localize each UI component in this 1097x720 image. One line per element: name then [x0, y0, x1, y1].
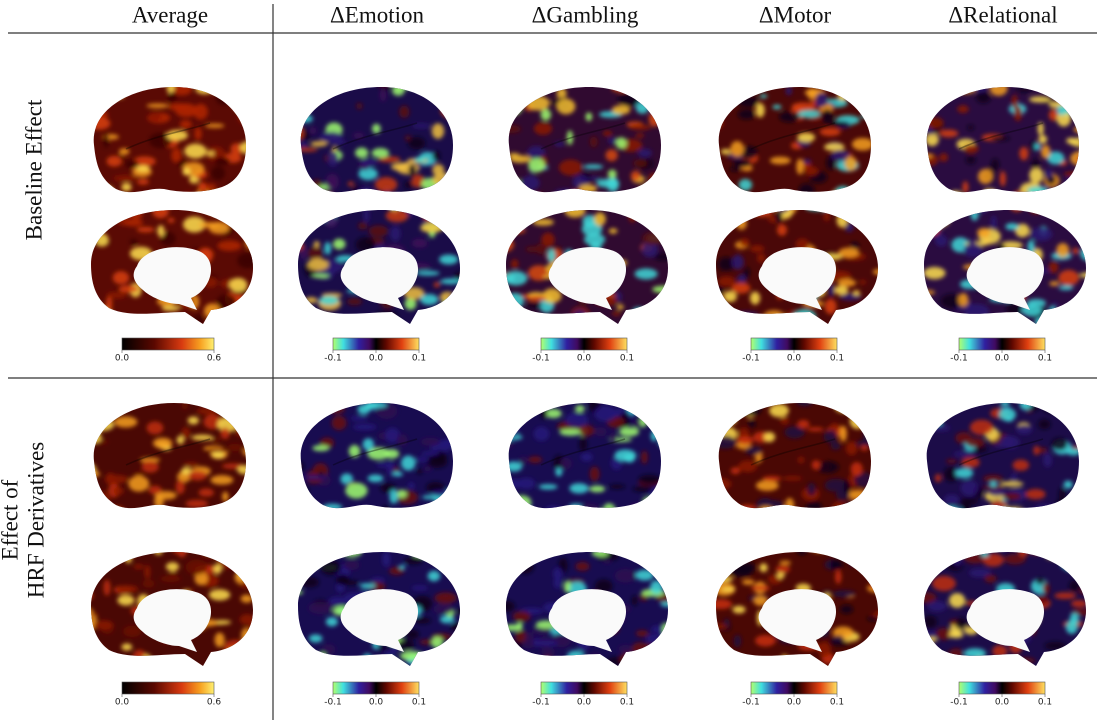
- brain-map: [506, 210, 668, 324]
- colorbar-label: -0.1: [950, 698, 968, 708]
- medial-wall: [133, 589, 212, 652]
- brain-map: [300, 403, 453, 509]
- sulcus: [750, 122, 836, 150]
- colorbar: [121, 681, 215, 695]
- colorbar: [540, 681, 628, 695]
- brain-map: [298, 552, 460, 666]
- brain-map: [926, 403, 1079, 509]
- sulcus: [540, 122, 626, 150]
- brain-map: [716, 210, 878, 324]
- brain-map: [718, 403, 871, 509]
- colorbar-label: 0.0: [369, 354, 384, 364]
- medial-wall: [758, 247, 837, 310]
- medial-wall: [758, 589, 837, 652]
- sulcus: [750, 438, 836, 466]
- brain-map: [91, 552, 253, 666]
- colorbar-label: 0.1: [1038, 354, 1052, 364]
- medial-wall: [966, 247, 1045, 310]
- colorbar: [121, 337, 215, 351]
- column-header: ΔRelational: [948, 2, 1057, 27]
- column-header: Average: [132, 2, 208, 27]
- colorbar-label: 0.0: [577, 354, 592, 364]
- colorbar-label: 0.0: [115, 698, 130, 708]
- brain-map: [91, 210, 253, 324]
- colorbar: [958, 681, 1046, 695]
- colorbar-label: -0.1: [742, 698, 760, 708]
- brain-map: [93, 87, 246, 193]
- colorbar-label: 0.0: [369, 698, 384, 708]
- column-header: ΔMotor: [759, 2, 832, 27]
- colorbar: [750, 681, 838, 695]
- brain-map: [93, 403, 246, 509]
- colorbar-label: 0.1: [830, 698, 844, 708]
- brain-map: [300, 87, 453, 193]
- colorbar-label: -0.1: [324, 698, 342, 708]
- colorbar-label: 0.0: [787, 354, 802, 364]
- colorbar: [750, 337, 838, 351]
- colorbar-label: -0.1: [742, 354, 760, 364]
- brain-map: [718, 87, 871, 193]
- colorbar-label: 0.6: [207, 698, 222, 708]
- sulcus: [958, 122, 1044, 150]
- medial-wall: [340, 247, 419, 310]
- sulcus: [332, 438, 418, 466]
- row-label: HRF Derivatives: [23, 442, 48, 599]
- brain-map: [924, 552, 1086, 666]
- colorbar-label: 0.0: [995, 354, 1010, 364]
- sulcus: [125, 438, 211, 466]
- medial-wall: [548, 247, 627, 310]
- colorbar-label: -0.1: [532, 354, 550, 364]
- brain-map: [926, 87, 1079, 193]
- colorbar-label: 0.0: [577, 698, 592, 708]
- colorbar: [332, 681, 420, 695]
- sulcus: [958, 438, 1044, 466]
- brain-map: [508, 87, 661, 193]
- brain-map: [506, 552, 668, 666]
- column-header: ΔGambling: [532, 2, 639, 27]
- colorbar-label: 0.0: [787, 698, 802, 708]
- colorbar-label: 0.1: [830, 354, 844, 364]
- colorbar-label: -0.1: [950, 354, 968, 364]
- sulcus: [125, 122, 211, 150]
- colorbar-label: 0.1: [1038, 698, 1052, 708]
- colorbar-label: 0.1: [620, 698, 634, 708]
- activation-spots: [300, 87, 453, 193]
- brain-map: [298, 210, 460, 324]
- sulcus: [540, 438, 626, 466]
- brain-map: [508, 403, 661, 509]
- colorbar-label: 0.1: [412, 698, 426, 708]
- colorbar-label: 0.1: [620, 354, 634, 364]
- medial-wall: [548, 589, 627, 652]
- colorbar-label: 0.0: [995, 698, 1010, 708]
- colorbar: [540, 337, 628, 351]
- colorbar-label: 0.1: [412, 354, 426, 364]
- medial-wall: [966, 589, 1045, 652]
- sulcus: [332, 122, 418, 150]
- colorbar-label: 0.0: [115, 354, 130, 364]
- colorbar-label: 0.6: [207, 354, 222, 364]
- medial-wall: [340, 589, 419, 652]
- brain-map: [924, 210, 1086, 324]
- column-header: ΔEmotion: [330, 2, 425, 27]
- row-label: Baseline Effect: [21, 99, 46, 240]
- row-label: Effect of: [0, 479, 22, 560]
- colorbar-label: -0.1: [532, 698, 550, 708]
- medial-wall: [133, 247, 212, 310]
- panels: Average ΔEmotion ΔGambling ΔMotor ΔRelationa…: [0, 2, 1086, 708]
- colorbar: [332, 337, 420, 351]
- colorbar: [958, 337, 1046, 351]
- brain-map: [716, 552, 878, 666]
- colorbar-label: -0.1: [324, 354, 342, 364]
